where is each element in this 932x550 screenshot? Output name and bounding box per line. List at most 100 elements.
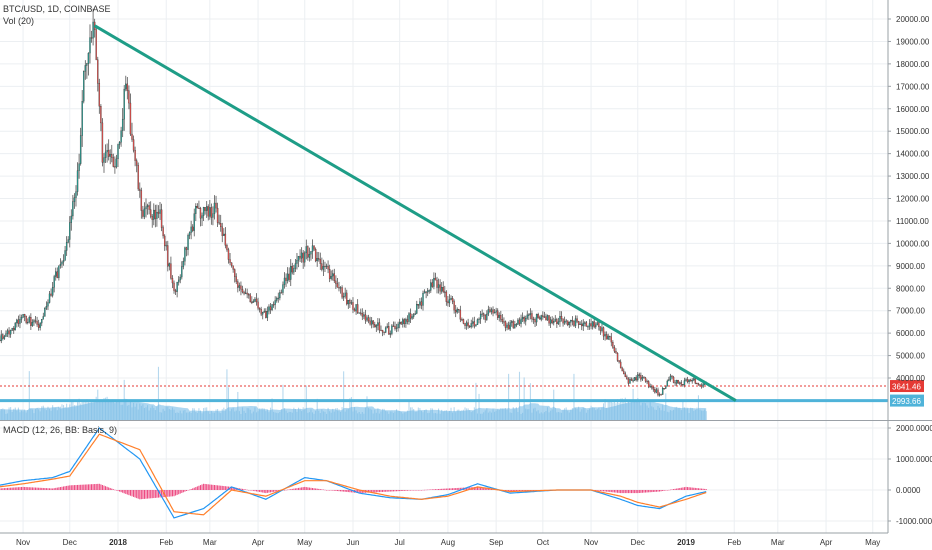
macd-histogram-bar bbox=[201, 484, 203, 490]
candle-body bbox=[65, 242, 68, 251]
macd-histogram-bar bbox=[67, 485, 69, 490]
macd-histogram-bar bbox=[324, 489, 326, 491]
candle-body bbox=[470, 323, 472, 327]
macd-histogram-bar bbox=[145, 490, 147, 499]
candle-body bbox=[198, 207, 200, 209]
candle-body bbox=[372, 320, 374, 325]
macd-histogram-bar bbox=[203, 483, 205, 490]
macd-histogram-bar bbox=[676, 488, 678, 490]
candle-body bbox=[389, 333, 392, 335]
macd-histogram-bar bbox=[673, 489, 675, 490]
candle-body bbox=[641, 377, 644, 380]
macd-histogram-bar bbox=[428, 489, 430, 491]
macd-histogram-bar bbox=[402, 490, 404, 491]
macd-histogram-bar bbox=[630, 490, 633, 494]
candle-body bbox=[307, 246, 309, 258]
price-tick-label: 19000.00 bbox=[896, 37, 930, 46]
candle-body bbox=[83, 71, 85, 102]
date-tick-label: Mar bbox=[771, 538, 785, 547]
candle-body bbox=[453, 301, 455, 311]
macd-histogram-bar bbox=[143, 490, 145, 499]
macd-histogram-bar bbox=[459, 487, 461, 490]
macd-histogram-bar bbox=[420, 490, 422, 491]
candle-body bbox=[406, 319, 409, 322]
macd-histogram-bar bbox=[632, 490, 634, 494]
candle-body bbox=[576, 318, 578, 322]
candle-body bbox=[419, 301, 421, 306]
macd-histogram-bar bbox=[17, 487, 19, 490]
trendline-drawing[interactable] bbox=[93, 24, 737, 402]
macd-histogram-bar bbox=[165, 490, 167, 497]
macd-histogram-bar bbox=[53, 488, 55, 490]
macd-histogram-bar bbox=[425, 489, 427, 491]
macd-histogram-bar bbox=[467, 487, 469, 490]
candle-body bbox=[459, 309, 462, 320]
candle-body bbox=[585, 322, 588, 327]
candle-body bbox=[532, 318, 535, 321]
candle-body bbox=[252, 301, 255, 303]
candle-body bbox=[610, 336, 612, 343]
candle-body bbox=[255, 298, 258, 303]
macd-histogram-bar bbox=[487, 488, 489, 490]
candle-body bbox=[595, 324, 597, 328]
macd-histogram-bar bbox=[430, 489, 432, 490]
candle-body bbox=[115, 158, 118, 168]
candle-body bbox=[682, 384, 684, 386]
candle-body bbox=[504, 321, 507, 328]
candle-body bbox=[439, 284, 441, 292]
candlestick-series bbox=[0, 8, 707, 397]
candle-body bbox=[121, 118, 124, 131]
macd-histogram-bar bbox=[478, 487, 480, 490]
macd-histogram-bar bbox=[388, 490, 390, 492]
macd-histogram-bar bbox=[405, 490, 407, 491]
macd-histogram-bar bbox=[125, 490, 127, 494]
macd-histogram-bar bbox=[27, 487, 29, 490]
candle-body bbox=[344, 292, 346, 297]
macd-histogram-bar bbox=[262, 490, 264, 493]
macd-histogram-bar bbox=[403, 490, 405, 491]
macd-histogram-bar bbox=[76, 484, 79, 490]
macd-histogram-bar bbox=[89, 484, 91, 490]
volume-title[interactable]: Vol (20) bbox=[3, 16, 35, 26]
macd-histogram-bar bbox=[105, 486, 107, 490]
candle-body bbox=[649, 386, 651, 388]
candle-body bbox=[546, 315, 549, 321]
volume-bar bbox=[237, 391, 239, 420]
macd-histogram-bar bbox=[283, 490, 286, 491]
macd-histogram-bar bbox=[131, 490, 133, 497]
candle-body bbox=[609, 335, 611, 338]
macd-histogram-bar bbox=[301, 487, 303, 490]
macd-histogram-bar bbox=[640, 490, 642, 493]
candle-body bbox=[103, 157, 105, 163]
macd-histogram-bar bbox=[304, 486, 306, 490]
candle-body bbox=[478, 318, 480, 320]
candle-body bbox=[473, 321, 476, 327]
candle-body bbox=[308, 254, 311, 258]
candle-body bbox=[192, 226, 194, 231]
macd-histogram-bar bbox=[139, 490, 141, 500]
candle-body bbox=[363, 314, 365, 317]
macd-legend[interactable]: MACD (12, 26, BB: Basis, 9) bbox=[3, 425, 118, 435]
candle-body bbox=[27, 321, 29, 324]
macd-histogram-bar bbox=[517, 490, 519, 492]
candle-body bbox=[271, 304, 273, 311]
candle-body bbox=[570, 320, 572, 323]
candle-body bbox=[185, 247, 188, 250]
price-legend: BTC/USD, 1D, COINBASE Vol (20) bbox=[3, 3, 111, 27]
candle-body bbox=[132, 139, 135, 151]
macd-histogram-bar bbox=[167, 490, 169, 497]
macd-histogram-bar bbox=[344, 490, 346, 492]
macd-histogram-bar bbox=[119, 490, 121, 492]
macd-histogram-bar bbox=[161, 490, 163, 498]
candle-body bbox=[146, 205, 149, 207]
macd-histogram-bar bbox=[669, 489, 671, 491]
macd-histogram-bar bbox=[86, 484, 88, 490]
macd-histogram-bar bbox=[335, 490, 337, 491]
macd-histogram-bar bbox=[87, 484, 89, 490]
macd-histogram-bar bbox=[232, 487, 234, 490]
candle-body bbox=[86, 63, 88, 66]
candle-body bbox=[67, 239, 69, 243]
symbol-title[interactable]: BTC/USD, 1D, COINBASE bbox=[3, 4, 111, 14]
macd-histogram-bar bbox=[371, 490, 373, 493]
